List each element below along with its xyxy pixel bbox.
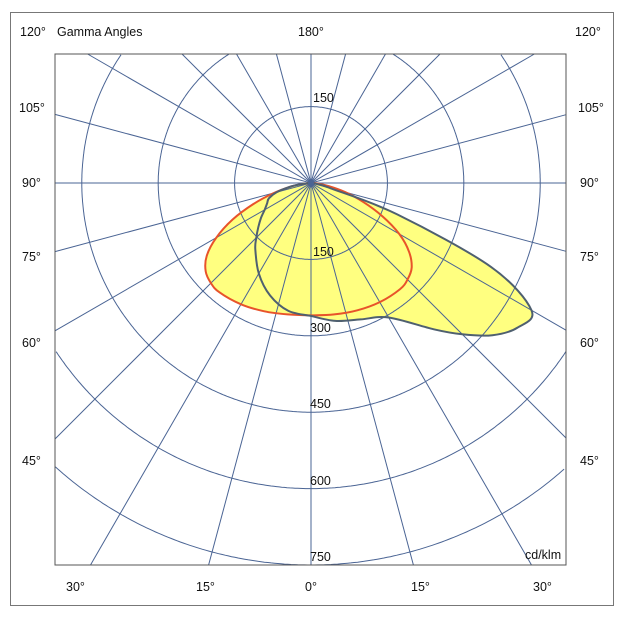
radial-tick-label: 150 (313, 245, 334, 259)
grid-ray (54, 53, 441, 440)
angle-label-top-right: 120° (575, 25, 601, 39)
grid-ray (236, 53, 532, 566)
angle-label-left: 60° (22, 336, 41, 350)
angle-label-left: 90° (22, 176, 41, 190)
angle-label-left: 45° (22, 454, 41, 468)
radial-tick-label: 150 (313, 91, 334, 105)
grid-ray (90, 53, 386, 566)
angle-label-top: 180° (298, 25, 324, 39)
center-point (308, 180, 314, 186)
angle-label-right: 75° (580, 250, 599, 264)
angle-label-bottom: 15° (196, 580, 215, 594)
angle-label-right: 60° (580, 336, 599, 350)
angle-label-right: 105° (578, 101, 604, 115)
radial-tick-label: 300 (310, 321, 331, 335)
radial-tick-label: 600 (310, 474, 331, 488)
grid-ring (81, 54, 541, 413)
grid-ray (275, 53, 414, 566)
angle-label-bottom: 30° (66, 580, 85, 594)
grid-ray (87, 53, 567, 331)
angle-label-bottom: 0° (305, 580, 317, 594)
angle-label-left: 75° (22, 250, 41, 264)
angle-label-right: 45° (580, 454, 599, 468)
unit-label: cd/klm (525, 548, 562, 562)
grid-ring (157, 53, 465, 337)
grid-ray (181, 53, 567, 439)
radial-tick-label: 750 (310, 550, 331, 564)
intensity-fill (255, 182, 533, 336)
angle-label-bottom: 30° (533, 580, 552, 594)
angle-label-top-left: 120° (20, 25, 46, 39)
chart-title: Gamma Angles (57, 25, 143, 39)
angle-label-left: 105° (19, 101, 45, 115)
grid-ray (208, 53, 347, 566)
angle-label-right: 90° (580, 176, 599, 190)
grid-ring (55, 351, 567, 490)
plot-border (54, 53, 567, 566)
grid-ring (55, 466, 565, 566)
chart-frame (10, 12, 614, 606)
grid-ray (54, 53, 535, 332)
angle-label-bottom: 15° (411, 580, 430, 594)
radial-tick-label: 450 (310, 397, 331, 411)
